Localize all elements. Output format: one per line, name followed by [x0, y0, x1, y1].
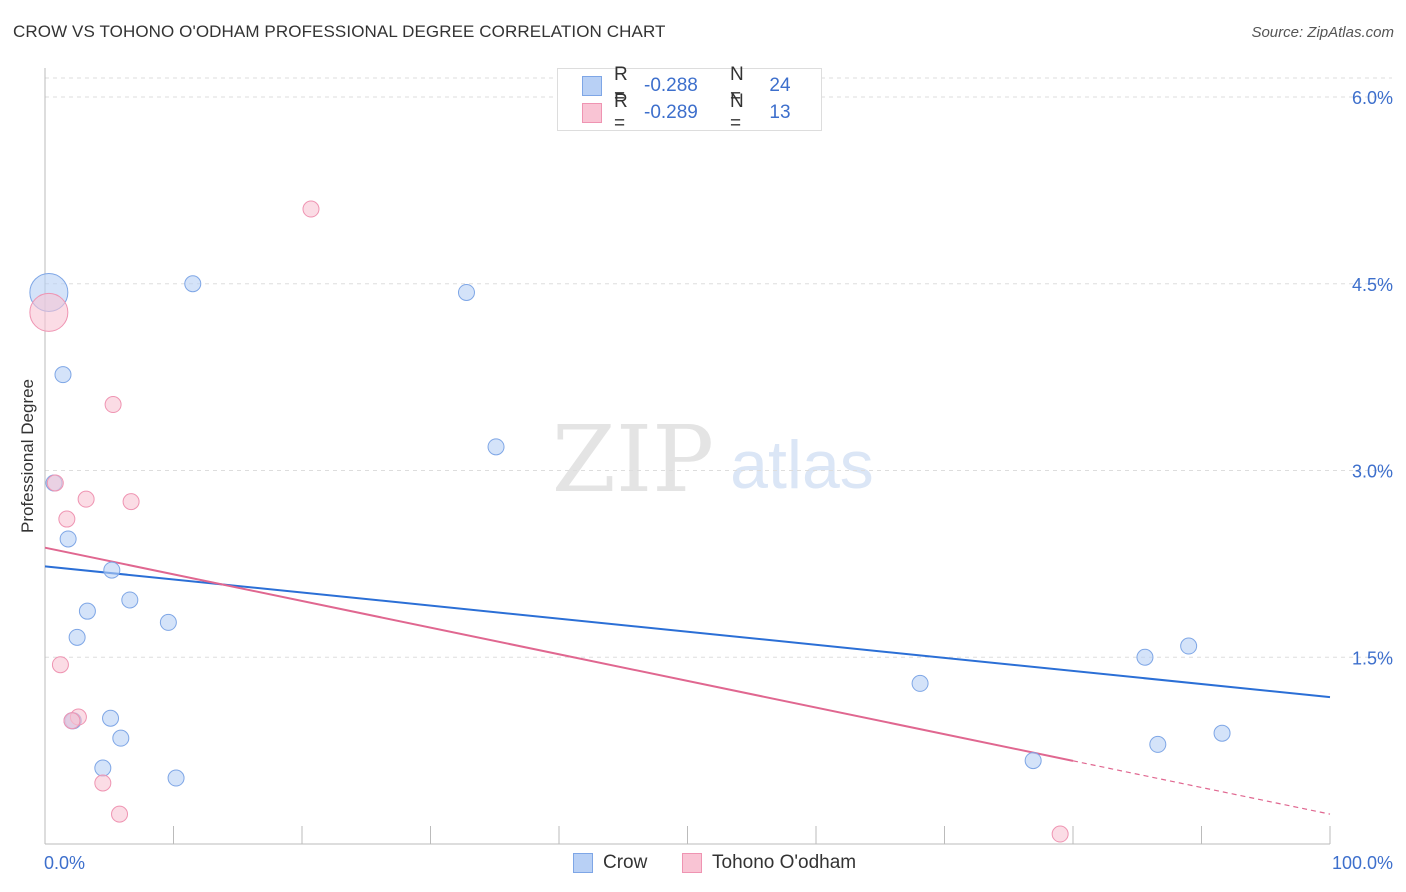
watermark-atlas: atlas: [730, 427, 874, 503]
trend-line-tohono-extension: [1072, 760, 1331, 815]
data-point-tohono: [77, 490, 95, 508]
legend-swatch-tohono: [582, 103, 602, 123]
legend-r-label: R =: [614, 91, 628, 134]
data-point-crow: [457, 283, 475, 301]
data-point-crow: [1149, 735, 1167, 753]
data-point-tohono: [104, 396, 122, 414]
data-point-tohono: [111, 805, 129, 823]
data-point-crow: [94, 759, 112, 777]
data-point-tohono: [94, 774, 112, 792]
legend-row-crow: R = -0.288 N = 24: [582, 64, 800, 107]
series-label-crow: Crow: [603, 852, 648, 873]
data-point-crow: [184, 275, 202, 293]
legend-n-label: N =: [730, 64, 744, 107]
legend-n-value: 13: [769, 102, 791, 123]
legend-r-value: -0.288: [644, 75, 698, 96]
data-point-crow: [59, 530, 77, 548]
series-swatch-crow: [573, 853, 593, 873]
data-point-tohono: [46, 474, 64, 492]
data-point-tohono: [1051, 825, 1069, 843]
source-label: Source: ZipAtlas.com: [1251, 24, 1394, 41]
trend-line-crow: [44, 565, 1331, 699]
series-legend-tohono[interactable]: Tohono O'odham: [682, 852, 856, 874]
data-point-crow: [911, 674, 929, 692]
data-point-crow: [78, 602, 96, 620]
data-point-crow: [159, 613, 177, 631]
legend-swatch-crow: [582, 76, 602, 96]
data-point-crow: [1213, 724, 1231, 742]
data-point-crow: [167, 769, 185, 787]
series-label-tohono: Tohono O'odham: [712, 852, 857, 873]
legend-n-label: N =: [730, 91, 744, 134]
y-tick-label: 1.5%: [1352, 648, 1393, 668]
data-point-crow: [103, 561, 121, 579]
y-tick-label: 3.0%: [1352, 462, 1393, 482]
x-tick-label: 0.0%: [44, 853, 85, 873]
series-swatch-tohono: [682, 853, 702, 873]
legend-n-value: 24: [769, 75, 791, 96]
trend-line-tohono: [44, 546, 1074, 762]
data-point-crow: [1180, 637, 1198, 655]
series-legend-crow[interactable]: Crow: [573, 852, 647, 874]
data-point-crow: [1136, 648, 1154, 666]
chart-title: CROW VS TOHONO O'ODHAM PROFESSIONAL DEGR…: [13, 22, 666, 41]
data-point-crow: [54, 366, 72, 384]
stats-legend: R = -0.288 N = 24 R = -0.289 N = 13: [557, 64, 822, 134]
data-point-crow: [112, 729, 130, 747]
data-point-crow: [487, 438, 505, 456]
data-point-tohono: [29, 292, 69, 332]
y-tick-label: 6.0%: [1352, 88, 1393, 108]
y-tick-label: 4.5%: [1352, 275, 1393, 295]
legend-r-value: -0.289: [644, 102, 698, 123]
data-point-crow: [1024, 752, 1042, 770]
series-legend: Crow Tohono O'odham: [0, 852, 1406, 876]
data-point-tohono: [122, 493, 140, 511]
data-point-crow: [102, 709, 120, 727]
data-point-tohono: [51, 656, 69, 674]
watermark-zip: ZIP: [552, 406, 714, 513]
data-point-crow: [68, 628, 86, 646]
legend-r-label: R =: [614, 64, 628, 107]
legend-row-tohono: R = -0.289 N = 13: [582, 91, 800, 134]
data-point-tohono: [63, 712, 81, 730]
data-point-tohono: [302, 200, 320, 218]
data-point-crow: [121, 591, 139, 609]
data-point-tohono: [58, 510, 76, 528]
x-tick-label: 100.0%: [1332, 853, 1393, 873]
